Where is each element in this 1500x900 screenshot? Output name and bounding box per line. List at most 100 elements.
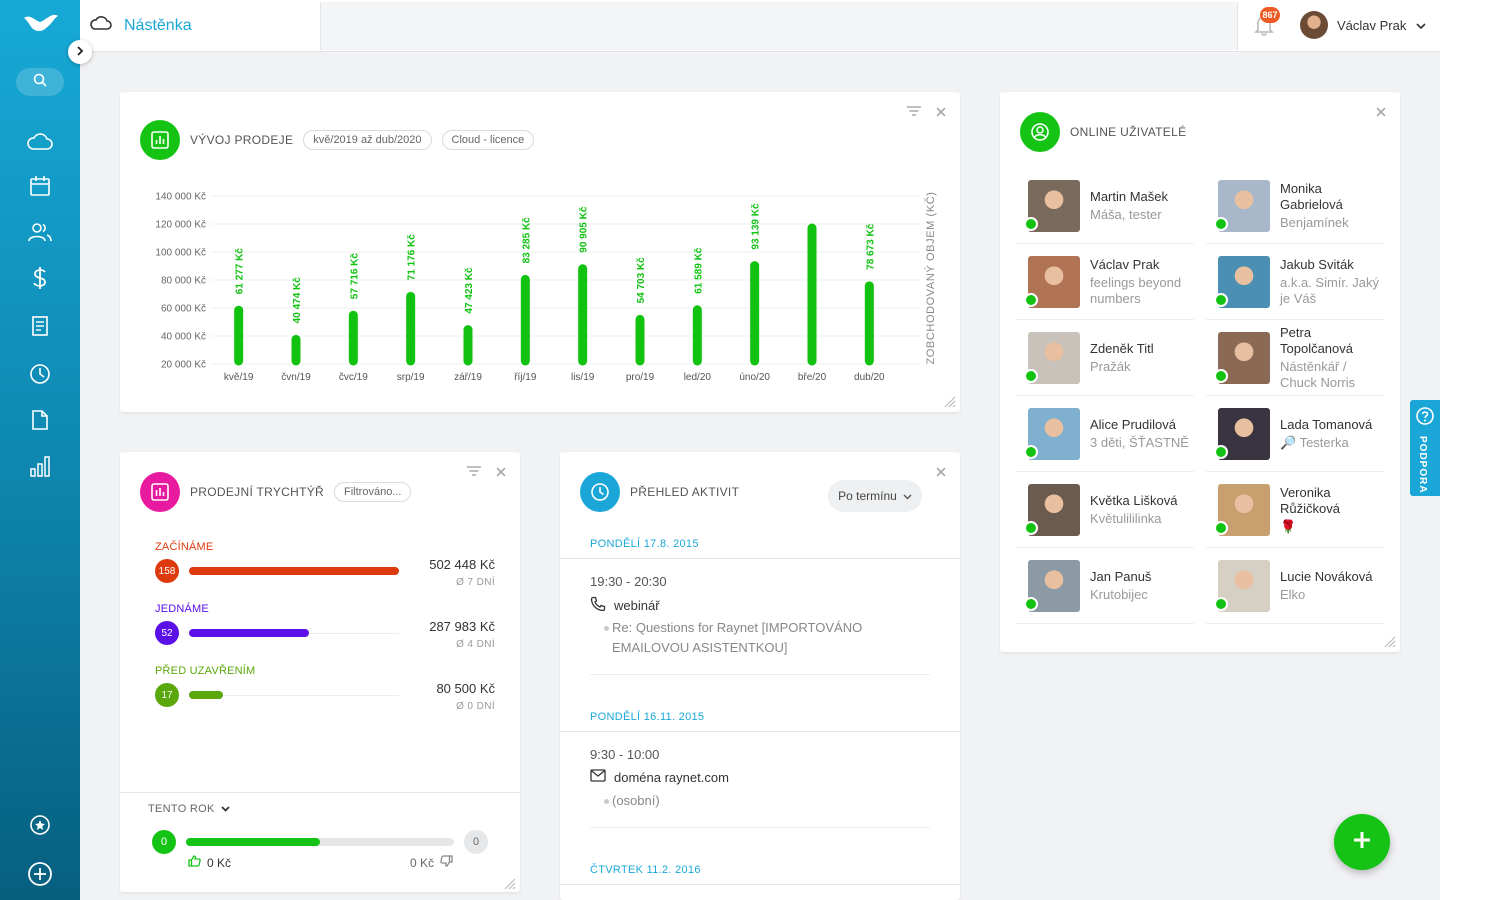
user-name: Václav Prak	[1337, 17, 1407, 33]
data-label: 61 589 Kč	[693, 247, 704, 294]
dashboard-cloud-icon[interactable]	[26, 128, 54, 156]
phone-icon	[590, 596, 606, 615]
dollar-icon[interactable]	[26, 264, 54, 292]
y-axis-label: ZOBCHODOVANÝ OBJEM (KČ)	[924, 191, 937, 364]
user-name: Monika Gabrielová	[1280, 181, 1343, 212]
divider	[590, 827, 930, 828]
sales-funnel-widget: PRODEJNÍ TRYCHTÝŘ Filtrováno... ZAČÍNÁME…	[120, 452, 520, 892]
activity-item[interactable]: webinář	[590, 596, 660, 615]
contacts-icon[interactable]	[26, 218, 54, 246]
online-user-item[interactable]: Zdeněk Titl Pražák	[1016, 320, 1194, 396]
x-tick-label: dub/20	[854, 372, 885, 383]
chevron-down-icon	[903, 489, 912, 503]
stage-amount: 287 983 Kč	[429, 619, 495, 634]
data-label: 90 905 Kč	[579, 206, 590, 253]
online-user-item[interactable]: Monika Gabrielová Benjamínek	[1206, 168, 1384, 244]
invoice-icon[interactable]	[26, 312, 54, 340]
close-icon[interactable]	[496, 464, 506, 482]
raynet-logo[interactable]	[22, 10, 60, 38]
resize-handle-icon[interactable]	[1382, 634, 1396, 648]
activity-time: 9:30 - 10:00	[590, 747, 660, 762]
activity-item[interactable]: doména raynet.com	[590, 769, 729, 785]
reports-icon[interactable]	[26, 452, 54, 480]
online-status-dot	[1024, 445, 1038, 459]
user-status-note: feelings beyond numbers	[1090, 275, 1182, 306]
online-status-dot	[1024, 369, 1038, 383]
close-icon[interactable]	[936, 464, 946, 482]
stage-avg-days: Ø 0 DNÍ	[456, 701, 495, 712]
online-user-item[interactable]: Jan Panuš Krutobijec	[1016, 548, 1194, 624]
user-menu[interactable]: Václav Prak	[1300, 11, 1426, 39]
plus-icon	[1352, 830, 1372, 855]
online-user-item[interactable]: Alice Prudilová 3 děti, ŠŤASTNĚ	[1016, 396, 1194, 472]
resize-handle-icon[interactable]	[942, 394, 956, 408]
user-name: Petra Topolčanová	[1280, 325, 1353, 356]
filter-icon[interactable]	[906, 104, 922, 122]
x-tick-label: srp/19	[397, 372, 425, 383]
x-tick-label: lis/19	[571, 372, 595, 383]
period-dropdown[interactable]: TENTO ROK	[148, 803, 230, 815]
sort-label: Po termínu	[838, 489, 897, 503]
user-info: Václav Prak feelings beyond numbers	[1090, 257, 1194, 307]
x-tick-label: čvc/19	[339, 372, 368, 383]
document-icon[interactable]	[26, 406, 54, 434]
online-user-item[interactable]: Lucie Nováková Elko	[1206, 548, 1384, 624]
stage-name: JEDNÁME	[155, 603, 209, 615]
activity-date-header: ČTVRTEK 11.2. 2016	[590, 864, 701, 876]
period-filter-pill[interactable]: kvě/2019 až dub/2020	[303, 130, 432, 150]
divider	[560, 884, 960, 885]
sidebar-toggle-button[interactable]	[68, 40, 92, 64]
user-info: Lucie Nováková Elko	[1280, 569, 1384, 603]
support-tab[interactable]: PODPORA	[1410, 400, 1440, 496]
x-tick-label: zář/19	[454, 372, 482, 383]
online-status-dot	[1214, 445, 1228, 459]
filter-icon[interactable]	[466, 464, 482, 482]
online-status-dot	[1024, 293, 1038, 307]
close-icon[interactable]	[936, 104, 946, 122]
data-label: 40 474 Kč	[292, 277, 303, 324]
activity-description: (osobní)	[612, 793, 660, 808]
data-label: 54 703 Kč	[636, 257, 647, 304]
stage-progress-bar	[189, 690, 223, 699]
online-user-item[interactable]: Martin Mašek Máša, tester	[1016, 168, 1194, 244]
resize-handle-icon[interactable]	[502, 876, 516, 890]
x-tick-label: pro/19	[626, 372, 655, 383]
calendar-icon[interactable]	[26, 172, 54, 200]
user-status-note: 3 děti, ŠŤASTNĚ	[1090, 435, 1189, 450]
user-name: Lada Tomanová	[1280, 417, 1373, 432]
online-user-item[interactable]: Květka Lišková Květulililinka	[1016, 472, 1194, 548]
online-status-dot	[1024, 217, 1038, 231]
funnel-filter-pill[interactable]: Filtrováno...	[334, 482, 412, 502]
funnel-stage[interactable]: JEDNÁME 52 287 983 Kč Ø 4 DNÍ	[155, 603, 495, 650]
online-user-item[interactable]: Veronika Růžičková 🌹	[1206, 472, 1384, 548]
add-new-button[interactable]	[1334, 814, 1390, 870]
stage-amount: 502 448 Kč	[429, 557, 495, 572]
activity-date-header: PONDĚLÍ 17.8. 2015	[590, 538, 699, 550]
divider	[560, 731, 960, 732]
online-user-item[interactable]: Václav Prak feelings beyond numbers	[1016, 244, 1194, 320]
page-margin	[1440, 0, 1500, 900]
online-user-item[interactable]: Jakub Sviták a.k.a. Simír. Jaký je Váš	[1206, 244, 1384, 320]
chevron-down-icon	[1416, 16, 1426, 34]
user-info: Jan Panuš Krutobijec	[1090, 569, 1194, 603]
product-filter-pill[interactable]: Cloud - licence	[441, 130, 535, 150]
activity-title: webinář	[614, 598, 660, 613]
user-info: Květka Lišková Květulililinka	[1090, 493, 1194, 527]
clock-icon[interactable]	[26, 360, 54, 388]
online-user-item[interactable]: Petra Topolčanová Nástěnkář / Chuck Norri…	[1206, 320, 1384, 396]
y-tick-label: 140 000 Kč	[155, 192, 206, 203]
search-button[interactable]	[16, 68, 64, 96]
stage-track	[189, 566, 399, 575]
close-icon[interactable]	[1376, 104, 1386, 122]
funnel-stage[interactable]: PŘED UZAVŘENÍM 17 80 500 Kč Ø 0 DNÍ	[155, 665, 495, 712]
user-status-note: Krutobijec	[1090, 587, 1148, 602]
online-user-item[interactable]: Lada Tomanová 🔎 Testerka	[1206, 396, 1384, 472]
favorites-icon[interactable]	[26, 811, 54, 839]
avatar	[1300, 11, 1328, 39]
page-title-area: Nástěnka	[80, 0, 320, 51]
y-tick-label: 20 000 Kč	[161, 360, 206, 371]
add-icon[interactable]	[26, 860, 54, 888]
user-name: Martin Mašek	[1090, 189, 1169, 204]
funnel-stage[interactable]: ZAČÍNÁME 158 502 448 Kč Ø 7 DNÍ	[155, 541, 495, 588]
sort-dropdown[interactable]: Po termínu	[828, 480, 922, 512]
